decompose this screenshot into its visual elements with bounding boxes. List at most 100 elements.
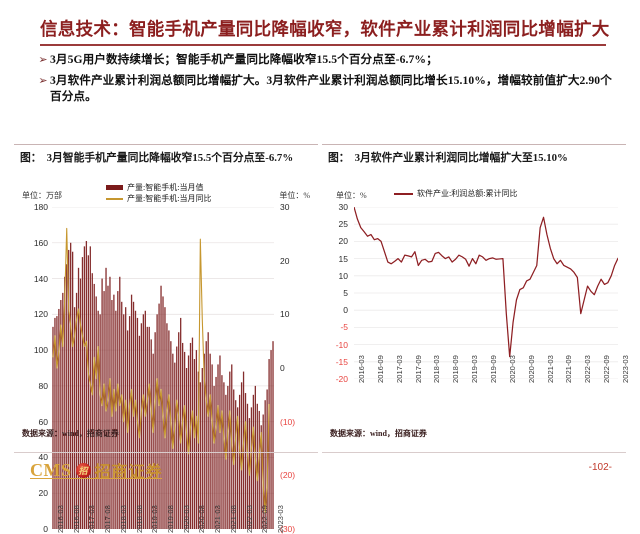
axis-tick-label: 180 — [33, 202, 48, 212]
axis-tick-label: 0 — [280, 363, 285, 373]
source-note-left: 数据来源：wind，招商证券 — [22, 429, 119, 438]
chart-title-text: 3月软件产业累计利润同比增幅扩大至15.10% — [354, 152, 568, 164]
page-number: -102- — [588, 462, 612, 473]
logo-underline — [30, 478, 162, 480]
source-note-right: 数据来源：wind，招商证券 — [330, 429, 427, 438]
x-axis-tick-label: 2022-09 — [260, 505, 270, 533]
chart-legend-left: 产量:智能手机:当月值 产量:智能手机:当月同比 — [106, 182, 211, 204]
legend-label: 产量:智能手机:当月值 — [127, 183, 204, 192]
x-axis-tick-label: 2023-03 — [621, 355, 630, 383]
x-axis-tick-label: 2019-09 — [489, 355, 498, 383]
chart-panel-smartphone-output: 图： 3月智能手机产量同比降幅收窄15.5个百分点至-6.7% 单位：万部 单位：… — [14, 144, 318, 533]
x-axis-tick-label: 2021-03 — [545, 355, 555, 383]
chevron-right-icon: ➢ — [38, 53, 48, 66]
x-axis-tick-label: 2023-03 — [276, 505, 286, 533]
axis-tick-label: 100 — [33, 345, 48, 356]
x-axis-tick-label: 2021-03 — [213, 505, 223, 533]
legend-swatch-bar-icon — [106, 185, 123, 190]
x-axis-tick-label: 2018-09 — [451, 355, 461, 383]
x-axis-tick-label: 2018-03 — [432, 355, 442, 383]
footer-divider-right — [322, 452, 626, 453]
chart-panel-software-profit: 图： 3月软件产业累计利润同比增幅扩大至15.10% 单位：% 软件产业:利润总额… — [322, 144, 630, 445]
x-axis-tick-label: 2022-09 — [602, 355, 612, 383]
axis-tick-label: 120 — [33, 309, 48, 320]
x-axis-tick-label: 2021-09 — [564, 355, 574, 383]
axis-tick-label: 80 — [38, 380, 48, 391]
list-item: ➢ 3月5G用户数持续增长；智能手机产量同比降幅收窄15.5个百分点至-6.7%… — [36, 52, 616, 69]
bullet-list: ➢ 3月5G用户数持续增长；智能手机产量同比降幅收窄15.5个百分点至-6.7%… — [36, 52, 616, 110]
bullet-text: 3月软件产业累计利润总额同比增幅扩大。3月软件产业累计利润总额同比增长15.10… — [50, 73, 612, 104]
logo-chinese-text: 招商证券 — [94, 464, 163, 481]
axis-tick-label: 30 — [338, 202, 348, 212]
x-axis-tick-label: 2017-08 — [103, 505, 113, 533]
chart-title-left: 图： 3月智能手机产量同比降幅收窄15.5个百分点至-6.7% — [14, 145, 318, 166]
axis-tick-label: (20) — [280, 470, 296, 481]
axis-tick-label: -20 — [335, 374, 348, 384]
x-axis-tick-label: 2021-08 — [228, 505, 238, 533]
chart-title-right: 图： 3月软件产业累计利润同比增幅扩大至15.10% — [322, 145, 626, 166]
x-axis-tick-label: 2018-08 — [134, 505, 144, 533]
page-title: 信息技术：智能手机产量同比降幅收窄，软件产业累计利润同比增幅扩大 — [40, 19, 610, 39]
left-axis-unit-label-right-panel: 单位：% — [336, 191, 367, 200]
x-axis-tick-label: 2020-03 — [181, 505, 191, 533]
legend-item-bar: 产量:智能手机:当月值 — [106, 182, 211, 193]
legend-item-line: 产量:智能手机:当月同比 — [106, 193, 211, 204]
axis-tick-label: 20 — [38, 488, 48, 499]
legend-label: 产量:智能手机:当月同比 — [127, 194, 212, 203]
chart-label-prefix: 图： — [328, 152, 350, 164]
chart-plot-area-left — [52, 207, 274, 529]
left-axis-unit-label: 单位：万部 — [22, 191, 62, 200]
footer-divider-left — [14, 452, 318, 453]
axis-tick-label: -15 — [335, 356, 348, 367]
bullet-text: 3月5G用户数持续增长；智能手机产量同比降幅收窄15.5个百分点至-6.7%； — [50, 53, 438, 66]
legend-swatch-line-icon — [394, 192, 413, 195]
axis-tick-label: 60 — [38, 416, 48, 427]
list-item: ➢ 3月软件产业累计利润总额同比增幅扩大。3月软件产业累计利润总额同比增长15.… — [36, 73, 616, 106]
company-logo: CMS 招 招商证券 — [30, 458, 163, 482]
axis-tick-label: -5 — [340, 322, 348, 333]
right-axis-unit-label: 单位：% — [279, 191, 310, 200]
axis-tick-label: 140 — [33, 273, 48, 284]
axis-tick-label: 20 — [280, 255, 290, 266]
x-axis-tick-label: 2017-09 — [413, 355, 423, 383]
x-axis-tick-label: 2020-03 — [507, 355, 517, 383]
x-axis-tick-label: 2020-09 — [526, 355, 536, 383]
axis-tick-label: 25 — [338, 219, 348, 230]
x-axis-tick-label: 2017-03 — [394, 355, 404, 383]
chart-legend-right: 软件产业:利润总额:累计同比 — [394, 188, 517, 199]
x-axis-tick-label: 2016-03 — [55, 505, 65, 533]
chart-label-prefix: 图： — [20, 152, 42, 164]
chart-title-text: 3月智能手机产量同比降幅收窄15.5个百分点至-6.7% — [46, 152, 294, 164]
x-axis-tick-label: 2019-03 — [150, 505, 160, 533]
x-axis-tick-label: 2016-08 — [71, 505, 81, 533]
legend-label: 软件产业:利润总额:累计同比 — [417, 189, 518, 198]
x-axis-tick-label: 2016-09 — [375, 355, 385, 383]
x-axis-tick-label: 2018-03 — [118, 505, 128, 533]
axis-tick-label: (30) — [280, 524, 296, 534]
axis-tick-label: 40 — [38, 452, 48, 463]
chevron-right-icon: ➢ — [38, 73, 48, 87]
x-axis-tick-label: 2022-03 — [583, 355, 593, 383]
x-axis-tick-label: 2017-03 — [87, 505, 97, 533]
axis-tick-label: 0 — [43, 524, 48, 534]
axis-tick-label: 160 — [33, 237, 48, 248]
axis-tick-label: 10 — [338, 270, 348, 281]
axis-tick-label: 10 — [280, 309, 290, 320]
axis-tick-label: -10 — [335, 339, 348, 350]
x-axis-tick-label: 2022-03 — [244, 505, 254, 533]
axis-tick-label: 20 — [338, 236, 348, 247]
logo-cms-text: CMS — [30, 459, 72, 480]
x-axis-tick-label: 2019-03 — [470, 355, 480, 383]
axis-tick-label: (10) — [280, 416, 296, 427]
title-divider — [40, 44, 606, 46]
x-axis-tick-label: 2020-08 — [197, 505, 207, 533]
legend-item-line: 软件产业:利润总额:累计同比 — [394, 188, 517, 199]
chart-plot-area-right — [354, 207, 618, 379]
axis-tick-label: 30 — [280, 202, 290, 212]
x-axis-tick-label: 2019-08 — [166, 505, 175, 533]
axis-tick-label: 0 — [343, 305, 348, 316]
logo-seal-icon: 招 — [75, 462, 91, 478]
legend-swatch-line-icon — [106, 197, 123, 200]
axis-tick-label: 15 — [338, 253, 348, 264]
x-axis-tick-label: 2016-03 — [357, 355, 366, 383]
